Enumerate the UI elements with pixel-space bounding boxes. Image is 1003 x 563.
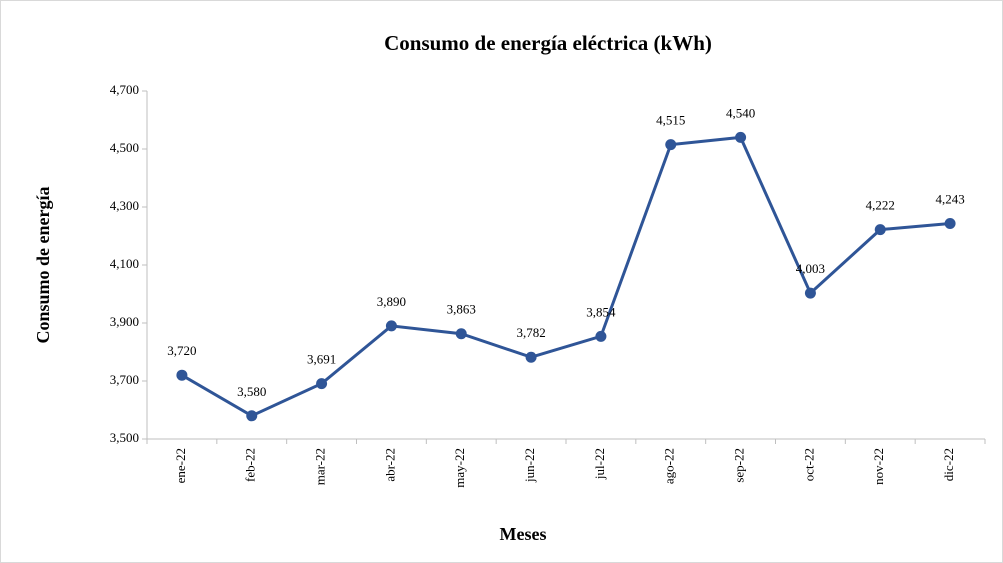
point bbox=[804, 287, 816, 299]
data-label: 3,854 bbox=[586, 304, 616, 319]
data-label: 3,720 bbox=[167, 343, 196, 358]
point bbox=[665, 139, 677, 151]
y-tick-label: 3,900 bbox=[110, 314, 139, 329]
data-label: 4,540 bbox=[726, 105, 755, 120]
point bbox=[595, 330, 607, 342]
x-tick-label: ene-22 bbox=[173, 448, 188, 483]
data-label: 4,222 bbox=[866, 198, 895, 213]
point bbox=[176, 369, 188, 381]
point bbox=[246, 410, 258, 422]
x-tick-label: nov-22 bbox=[871, 448, 886, 485]
data-label: 3,691 bbox=[307, 352, 336, 367]
y-tick-label: 3,500 bbox=[110, 430, 139, 445]
data-label: 3,782 bbox=[516, 325, 545, 340]
point bbox=[735, 131, 747, 143]
chart-title: Consumo de energía eléctrica (kWh) bbox=[384, 31, 712, 55]
x-tick-label: ago-22 bbox=[662, 448, 677, 484]
point bbox=[944, 218, 956, 230]
data-label: 4,243 bbox=[935, 192, 964, 207]
x-tick-label: jul-22 bbox=[592, 448, 607, 480]
data-label: 3,580 bbox=[237, 384, 266, 399]
data-label: 3,863 bbox=[447, 302, 476, 317]
y-tick-label: 4,500 bbox=[110, 140, 139, 155]
y-tick-label: 4,300 bbox=[110, 198, 139, 213]
y-tick-label: 3,700 bbox=[110, 372, 139, 387]
y-tick-label: 4,700 bbox=[110, 82, 139, 97]
y-tick-label: 4,100 bbox=[110, 256, 139, 271]
x-tick-label: sep-22 bbox=[732, 448, 747, 483]
point bbox=[385, 320, 397, 332]
x-tick-label: dic-22 bbox=[941, 448, 956, 481]
x-tick-label: feb-22 bbox=[243, 448, 258, 482]
line bbox=[181, 135, 951, 418]
x-tick-label: may-22 bbox=[452, 448, 467, 488]
point bbox=[525, 351, 537, 363]
x-tick-label: oct-22 bbox=[801, 448, 816, 481]
point bbox=[455, 328, 467, 340]
x-tick-label: mar-22 bbox=[313, 448, 328, 485]
point bbox=[316, 378, 328, 390]
x-axis-label: Meses bbox=[500, 524, 547, 544]
point bbox=[874, 224, 886, 236]
x-tick-label: abr-22 bbox=[382, 448, 397, 482]
y-axis-label: Consumo de energía bbox=[33, 187, 53, 344]
data-label: 4,003 bbox=[796, 261, 825, 276]
x-tick-label: jun-22 bbox=[522, 448, 537, 483]
data-label: 3,890 bbox=[377, 294, 406, 309]
data-label: 4,515 bbox=[656, 113, 685, 128]
